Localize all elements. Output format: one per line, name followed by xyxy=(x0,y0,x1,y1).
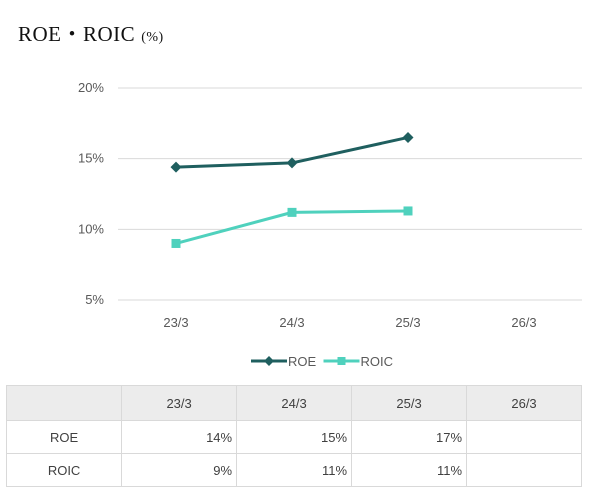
x-tick-label: 23/3 xyxy=(163,315,188,330)
x-axis-ticks: 23/3 24/3 25/3 26/3 xyxy=(163,315,536,330)
chart-series xyxy=(170,131,414,248)
table-cell: 11% xyxy=(236,453,353,487)
chart-gridlines xyxy=(118,87,582,301)
data-point-roic xyxy=(403,206,413,216)
legend-swatch-marker xyxy=(264,356,274,366)
y-tick-label: 15% xyxy=(78,151,104,166)
table-cell: 17% xyxy=(351,420,468,454)
table-cell xyxy=(466,453,582,487)
chart-title-unit: (%) xyxy=(141,30,164,45)
chart-legend: ROE ROIC xyxy=(251,354,393,369)
table-header-cell: 24/3 xyxy=(236,385,353,421)
table-header-cell: 26/3 xyxy=(466,385,582,421)
chart-title: ROE・ROIC (%) xyxy=(18,18,164,48)
data-point-roe xyxy=(402,131,414,143)
x-tick-label: 24/3 xyxy=(279,315,304,330)
y-tick-label: 20% xyxy=(78,80,104,95)
table-header-cell: 25/3 xyxy=(351,385,468,421)
data-point-roe xyxy=(170,161,182,173)
table-cell: 11% xyxy=(351,453,468,487)
data-point-roic xyxy=(171,238,181,248)
table-header-cell: 23/3 xyxy=(121,385,238,421)
table-cell: 15% xyxy=(236,420,353,454)
y-tick-label: 10% xyxy=(78,221,104,236)
table-cell: 9% xyxy=(121,453,238,487)
y-tick-label: 5% xyxy=(85,292,104,307)
legend-label: ROE xyxy=(288,354,317,369)
table-row: ROE 14% 15% 17% xyxy=(5,420,582,454)
legend-label: ROIC xyxy=(361,354,394,369)
table-header-cell xyxy=(5,385,123,421)
table-row-label: ROIC xyxy=(5,453,123,487)
table-row: ROIC 9% 11% 11% xyxy=(5,453,582,487)
table-cell xyxy=(466,420,582,454)
table-header-row: 23/3 24/3 25/3 26/3 xyxy=(5,385,582,421)
table-cell: 14% xyxy=(121,420,238,454)
y-axis-ticks: 5% 10% 15% 20% xyxy=(78,80,104,307)
line-chart: 5% 10% 15% 20% 23/3 24/3 25/3 26/3 ROE ROIC xyxy=(78,80,582,369)
x-tick-label: 25/3 xyxy=(395,315,420,330)
data-table: 23/3 24/3 25/3 26/3 ROE 14% 15% 17% ROIC… xyxy=(5,385,582,487)
data-point-roe xyxy=(286,157,298,169)
x-tick-label: 26/3 xyxy=(511,315,536,330)
chart-title-text: ROE・ROIC xyxy=(18,22,136,46)
table-row-label: ROE xyxy=(5,420,123,454)
legend-swatch-marker xyxy=(337,357,346,365)
data-point-roic xyxy=(287,207,297,217)
